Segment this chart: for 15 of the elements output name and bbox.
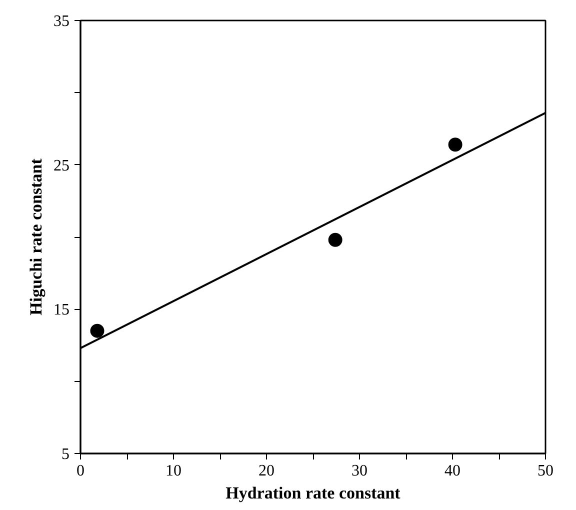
y-tick-label: 25	[54, 157, 70, 174]
x-tick-label: 40	[444, 462, 460, 480]
x-tick-label: 30	[352, 462, 368, 480]
y-tick-label: 15	[54, 302, 70, 319]
x-tick-label: 20	[258, 462, 274, 480]
x-tick-label: 0	[76, 462, 84, 480]
x-axis-title: Hydration rate constant	[226, 484, 401, 502]
x-tick-label: 50	[538, 462, 554, 480]
x-tick-label: 10	[166, 462, 182, 480]
y-axis-title: Higuchi rate constant	[26, 158, 46, 316]
point	[328, 232, 342, 247]
y-tick-label: 5	[62, 446, 70, 463]
point	[448, 138, 462, 152]
y-tick-label: 35	[54, 13, 70, 30]
point	[90, 324, 104, 338]
